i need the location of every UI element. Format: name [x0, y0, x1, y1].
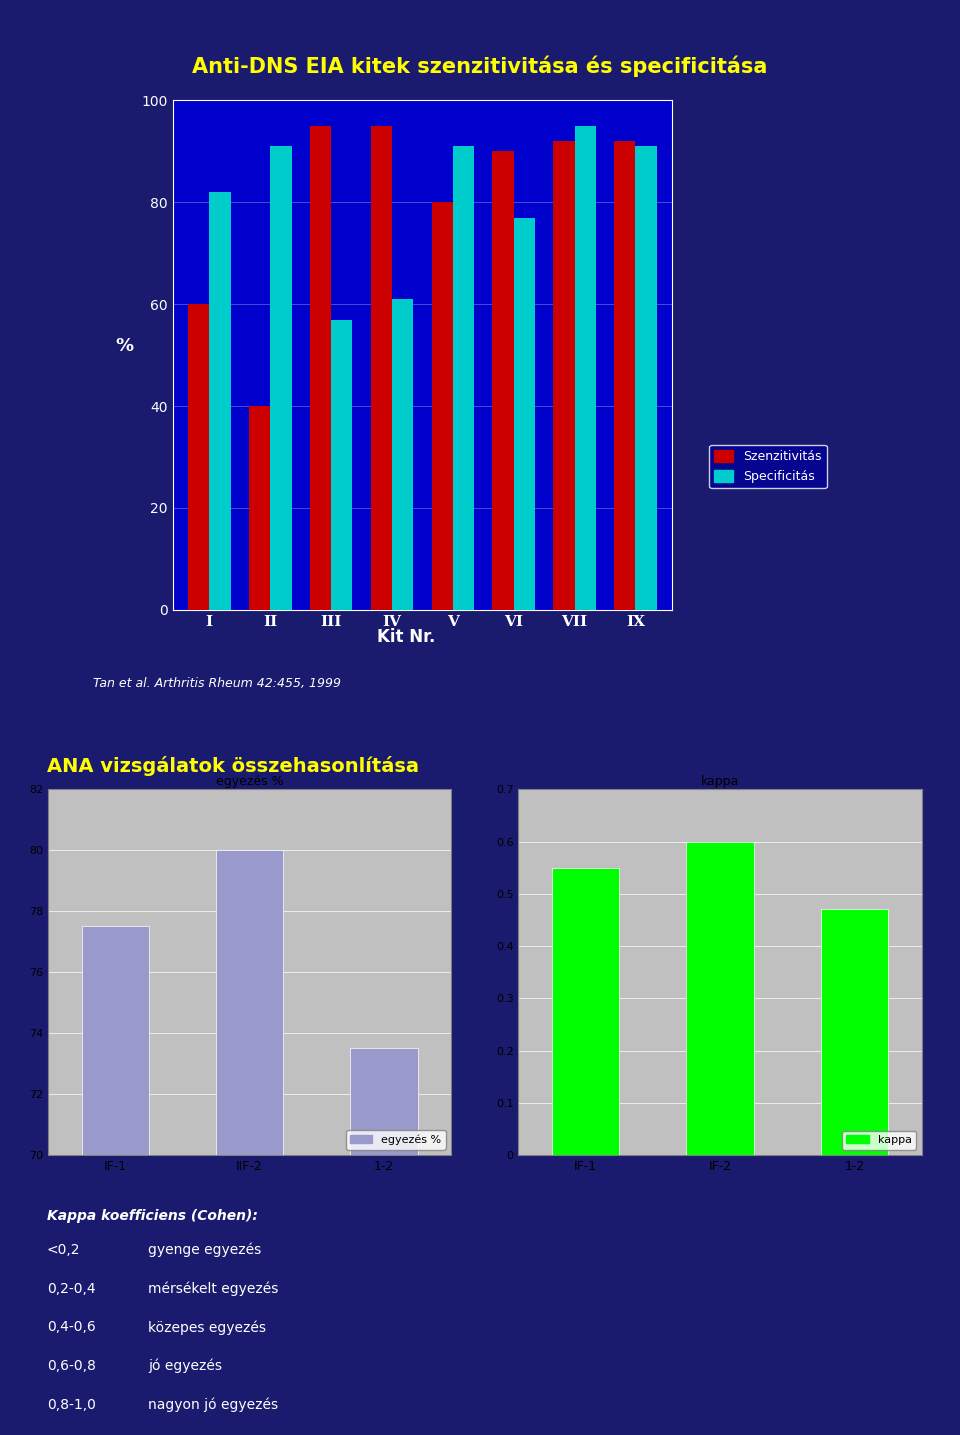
Bar — [310, 126, 331, 610]
Text: 1 és 2: ELISA teljes HEp-2 sejtmag bevonaton: 1 és 2: ELISA teljes HEp-2 sejtmag bevon… — [47, 862, 404, 877]
Text: <0,2: <0,2 — [47, 1243, 81, 1257]
Text: 0,8-1,0: 0,8-1,0 — [47, 1398, 96, 1412]
Legend: Szenzitivitás, Specificitás: Szenzitivitás, Specificitás — [709, 445, 827, 488]
Text: Anti-DNS EIA kitek szenzitivitása és specificitása: Anti-DNS EIA kitek szenzitivitása és spe… — [192, 56, 768, 77]
Bar — [575, 126, 596, 610]
Bar — [821, 910, 888, 1155]
Text: nagyon jó egyezés: nagyon jó egyezés — [148, 1398, 278, 1412]
Title: kappa: kappa — [701, 775, 739, 788]
Bar — [552, 868, 619, 1155]
Bar — [492, 151, 514, 610]
Text: Kit Nr.: Kit Nr. — [377, 629, 436, 646]
Bar — [392, 298, 413, 610]
Bar — [216, 850, 283, 1435]
Text: 0,2-0,4: 0,2-0,4 — [47, 1281, 95, 1296]
Text: jó egyezés: jó egyezés — [148, 1359, 222, 1373]
Text: ANA vizsgálatok összehasonlítása: ANA vizsgálatok összehasonlítása — [47, 756, 419, 776]
Bar — [553, 141, 575, 610]
Bar — [432, 202, 453, 610]
Bar — [249, 406, 270, 610]
Bar — [453, 146, 474, 610]
Text: közepes egyezés: közepes egyezés — [148, 1320, 266, 1335]
Bar — [331, 320, 352, 610]
Text: Tan et al. Arthritis Rheum 42:455, 1999: Tan et al. Arthritis Rheum 42:455, 1999 — [93, 677, 341, 690]
Bar — [686, 841, 754, 1155]
Legend: kappa: kappa — [842, 1131, 916, 1149]
Bar — [350, 1049, 418, 1435]
Text: 0,6-0,8: 0,6-0,8 — [47, 1359, 96, 1373]
Text: mérsékelt egyezés: mérsékelt egyezés — [148, 1281, 278, 1296]
Text: Kappa koefficiens (Cohen):: Kappa koefficiens (Cohen): — [47, 1210, 257, 1224]
Bar — [270, 146, 292, 610]
Text: gyenge egyezés: gyenge egyezés — [148, 1243, 261, 1257]
Bar — [514, 218, 535, 610]
Bar — [188, 304, 209, 610]
Text: IIF: indirekt immunfloreszcencia (HEp2 sejteken): IIF: indirekt immunfloreszcencia (HEp2 s… — [47, 822, 428, 837]
Bar — [371, 126, 392, 610]
Title: egyezés %: egyezés % — [216, 775, 283, 788]
Bar — [209, 192, 230, 610]
Text: 0,4-0,6: 0,4-0,6 — [47, 1320, 96, 1335]
Bar — [636, 146, 657, 610]
Bar — [82, 927, 149, 1435]
Y-axis label: %: % — [116, 337, 134, 356]
Bar — [614, 141, 636, 610]
Legend: egyezés %: egyezés % — [346, 1131, 445, 1149]
